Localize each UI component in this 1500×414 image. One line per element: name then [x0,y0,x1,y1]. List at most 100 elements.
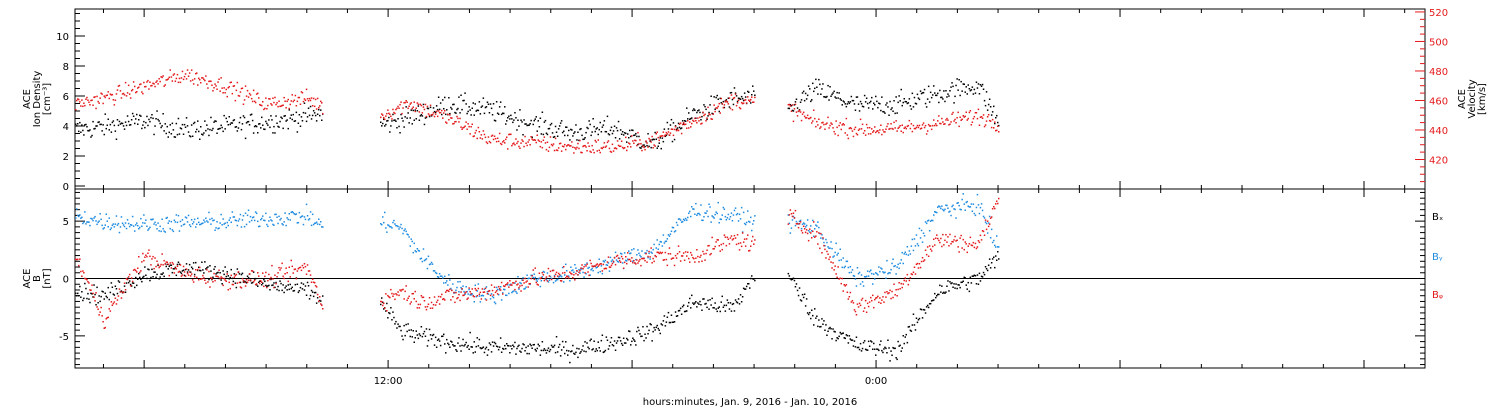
data-point [702,250,704,253]
data-point [989,106,992,108]
data-point [601,334,604,336]
data-point [834,96,836,98]
data-point [892,110,894,112]
data-point [675,221,678,224]
data-point [815,125,817,128]
data-point [296,283,299,285]
data-point [922,91,925,94]
data-point [670,118,673,121]
data-point [686,219,688,221]
data-point [476,137,478,140]
data-point [741,97,744,100]
data-point [469,133,471,135]
data-point [178,270,181,273]
data-point [546,141,549,143]
data-point [800,99,803,101]
data-point [806,219,809,221]
data-point [198,77,200,80]
data-point [138,86,140,88]
data-point [579,272,581,274]
data-point [141,261,143,263]
data-point [568,350,570,352]
data-point [502,141,504,143]
data-point [313,291,316,294]
data-point [251,216,254,219]
data-point [611,344,614,346]
data-point [925,253,928,256]
data-point [805,229,808,231]
data-point [306,215,309,217]
data-point [145,85,147,88]
data-point [579,139,581,142]
data-point [867,133,870,135]
data-point [247,209,250,211]
data-point [445,282,447,284]
data-point [900,130,902,132]
data-point [621,344,624,346]
data-point [961,90,963,92]
data-point [799,111,802,113]
data-point [88,282,90,284]
data-point [914,273,917,275]
data-point [683,259,686,261]
data-point [814,117,816,120]
data-point [818,232,820,234]
data-point [104,326,106,329]
data-point [923,126,926,129]
data-point [117,124,120,127]
data-point [437,110,440,112]
data-point [158,230,160,232]
data-point [223,223,225,225]
data-point [213,121,215,123]
data-point [716,94,718,97]
data-point [858,271,861,274]
data-point [436,299,439,302]
data-point [633,259,635,262]
data-point [862,106,865,108]
data-point [95,304,97,306]
data-point [744,99,747,101]
data-point [575,272,577,275]
data-point [154,125,156,127]
data-point [876,348,878,350]
data-point [182,223,185,226]
data-point [555,131,558,133]
data-point [83,134,85,136]
data-point [467,293,469,295]
data-point [247,120,250,123]
data-point [143,81,145,84]
data-point [919,90,922,92]
data-point [452,296,454,298]
data-point [268,98,270,100]
data-point [720,301,722,303]
data-point [789,104,792,106]
data-point [600,147,603,149]
data-point [237,220,240,222]
data-point [238,273,241,275]
data-point [932,124,934,127]
data-point [998,131,1000,133]
data-point [419,258,422,260]
data-point [971,244,974,247]
data-point [633,142,635,144]
data-point [158,266,160,269]
data-point [641,257,643,260]
data-point [199,138,201,140]
data-point [872,348,874,350]
data-point [873,306,875,309]
data-point [941,117,943,120]
data-point [411,336,413,338]
data-point [443,108,445,110]
data-point [394,223,396,225]
data-point [853,128,856,131]
data-point [122,92,125,95]
data-point [235,126,238,128]
data-point [631,340,633,343]
data-point [80,131,82,133]
data-point [860,350,863,352]
data-point [467,344,469,347]
data-point [652,138,654,141]
data-point [452,123,454,125]
data-point [843,124,845,126]
data-point [265,284,267,287]
